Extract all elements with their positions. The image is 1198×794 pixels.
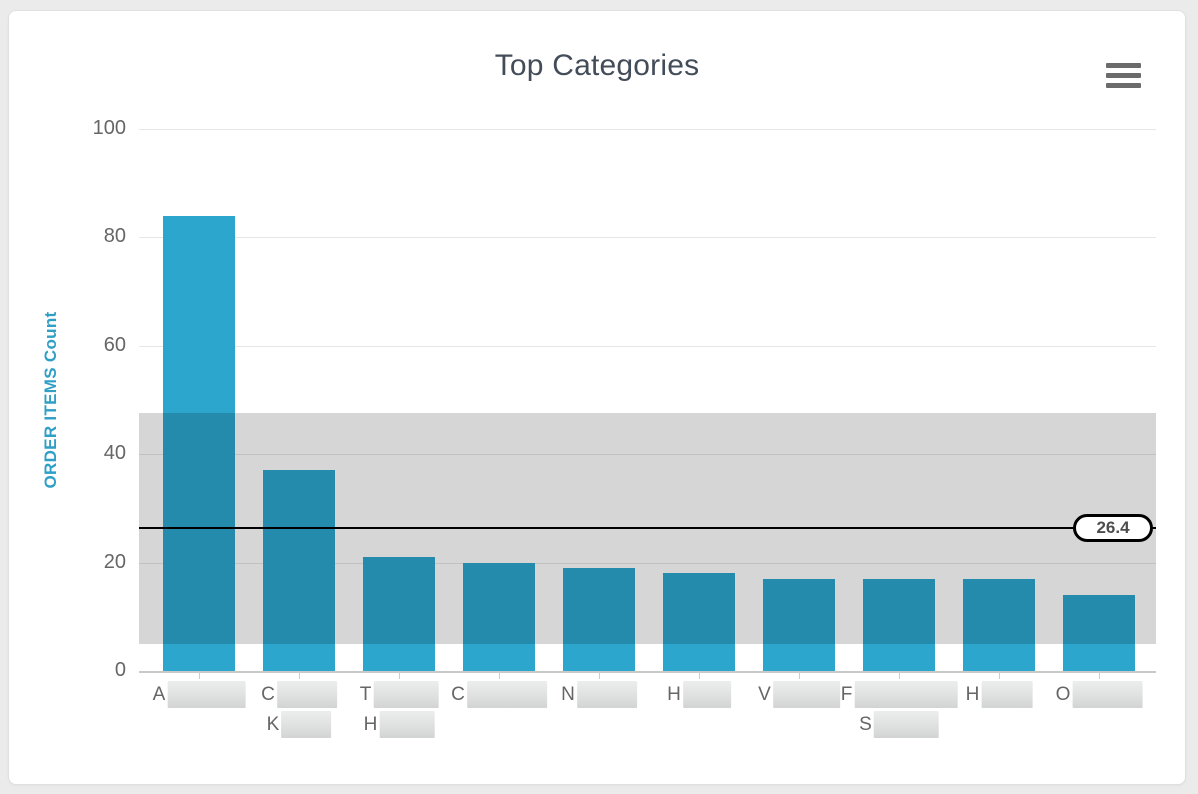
- x-label-line: K: [267, 711, 332, 738]
- x-tick: [199, 671, 200, 679]
- x-label-letter: C: [451, 684, 465, 705]
- x-tick: [399, 671, 400, 679]
- x-label-line: V: [758, 681, 840, 708]
- bar-category-7[interactable]: [763, 578, 835, 671]
- y-tick-label: 100: [92, 117, 126, 139]
- x-label-letter: S: [859, 714, 872, 735]
- hamburger-bar: [1106, 63, 1141, 68]
- redacted-text-box: [576, 681, 637, 708]
- x-category-label-4[interactable]: C: [451, 681, 547, 708]
- redacted-text-box: [466, 681, 547, 708]
- x-label-letter: F: [840, 684, 853, 705]
- x-label-line: N: [561, 681, 637, 708]
- x-label-line: H: [966, 681, 1033, 708]
- redacted-text-box: [682, 681, 731, 708]
- x-tick: [899, 671, 900, 679]
- x-label-letter: A: [152, 684, 166, 705]
- bar-category-6[interactable]: [663, 573, 735, 671]
- bar-category-3[interactable]: [363, 557, 435, 671]
- gridline-y-60: [139, 345, 1156, 347]
- x-label-letter: C: [261, 684, 275, 705]
- bar-category-9[interactable]: [963, 578, 1035, 671]
- hamburger-icon[interactable]: [1106, 63, 1141, 88]
- x-tick: [1099, 671, 1100, 679]
- gridline-y-100: [139, 129, 1156, 130]
- x-label-letter: H: [965, 684, 980, 705]
- x-tick: [799, 671, 800, 679]
- redacted-text-box: [873, 711, 939, 738]
- chart-title: Top Categories: [494, 49, 700, 82]
- x-label-line: S: [859, 711, 939, 738]
- bar-category-10[interactable]: [1063, 595, 1135, 671]
- gridline-y-40: [139, 454, 1156, 456]
- x-category-label-6[interactable]: H: [667, 681, 731, 708]
- x-tick: [699, 671, 700, 679]
- x-label-line: C: [451, 681, 547, 708]
- x-label-line: T: [360, 681, 439, 708]
- x-label-line: A: [153, 681, 246, 708]
- x-label-letter: O: [1055, 684, 1071, 705]
- x-tick: [299, 671, 300, 679]
- x-category-label-7[interactable]: V: [758, 681, 840, 708]
- hamburger-bar: [1106, 73, 1141, 78]
- bar-category-8[interactable]: [863, 578, 935, 671]
- y-axis-title: ORDER ITEMS Count: [41, 311, 60, 489]
- redacted-text-box: [379, 711, 435, 738]
- x-axis-line: [139, 671, 1156, 673]
- x-label-line: H: [667, 681, 731, 708]
- redacted-text-box: [281, 711, 332, 738]
- y-tick-label: 0: [114, 659, 126, 681]
- x-category-label-1[interactable]: A: [153, 681, 246, 708]
- x-label-letter: H: [363, 714, 378, 735]
- gridline-y-20: [139, 562, 1156, 564]
- plot-area: ORDER ITEMS Count 0 20 40 60 80 100 26.4 A C K T H C…: [41, 117, 1156, 738]
- x-tick: [499, 671, 500, 679]
- x-category-label-5[interactable]: N: [561, 681, 637, 708]
- redacted-text-box: [373, 681, 439, 708]
- x-label-line: H: [364, 711, 435, 738]
- x-label-letter: V: [758, 684, 771, 705]
- x-category-label-10[interactable]: O: [1056, 681, 1143, 708]
- bar-category-1[interactable]: [163, 215, 235, 671]
- bar-category-5[interactable]: [563, 568, 635, 671]
- x-tick: [599, 671, 600, 679]
- redacted-text-box: [772, 681, 840, 708]
- hamburger-bar: [1106, 83, 1141, 88]
- y-tick-label: 40: [103, 442, 126, 465]
- bar-category-2[interactable]: [263, 470, 335, 671]
- redacted-text-box: [1072, 681, 1143, 708]
- x-label-line: F: [841, 681, 958, 708]
- redacted-text-box: [854, 681, 958, 708]
- y-tick-label: 80: [103, 225, 126, 248]
- x-tick: [999, 671, 1000, 679]
- x-label-line: O: [1056, 681, 1143, 708]
- redacted-text-box: [981, 681, 1033, 708]
- y-tick-label: 20: [103, 550, 126, 573]
- redacted-text-box: [167, 681, 246, 708]
- y-tick-label: 60: [103, 333, 126, 356]
- bar-category-4[interactable]: [463, 562, 535, 671]
- redacted-text-box: [276, 681, 337, 708]
- x-label-line: C: [261, 681, 337, 708]
- x-label-letter: K: [266, 714, 280, 735]
- mean-value-badge: 26.4: [1073, 513, 1153, 542]
- x-label-letter: N: [561, 684, 575, 705]
- x-label-letter: H: [667, 684, 681, 705]
- mean-line: [139, 526, 1156, 529]
- x-label-letter: T: [359, 684, 372, 705]
- x-category-label-9[interactable]: H: [966, 681, 1033, 708]
- gridline-y-80: [139, 237, 1156, 239]
- chart-card: Top Categories ORDER ITEMS Count 0 20 40 60…: [8, 10, 1186, 785]
